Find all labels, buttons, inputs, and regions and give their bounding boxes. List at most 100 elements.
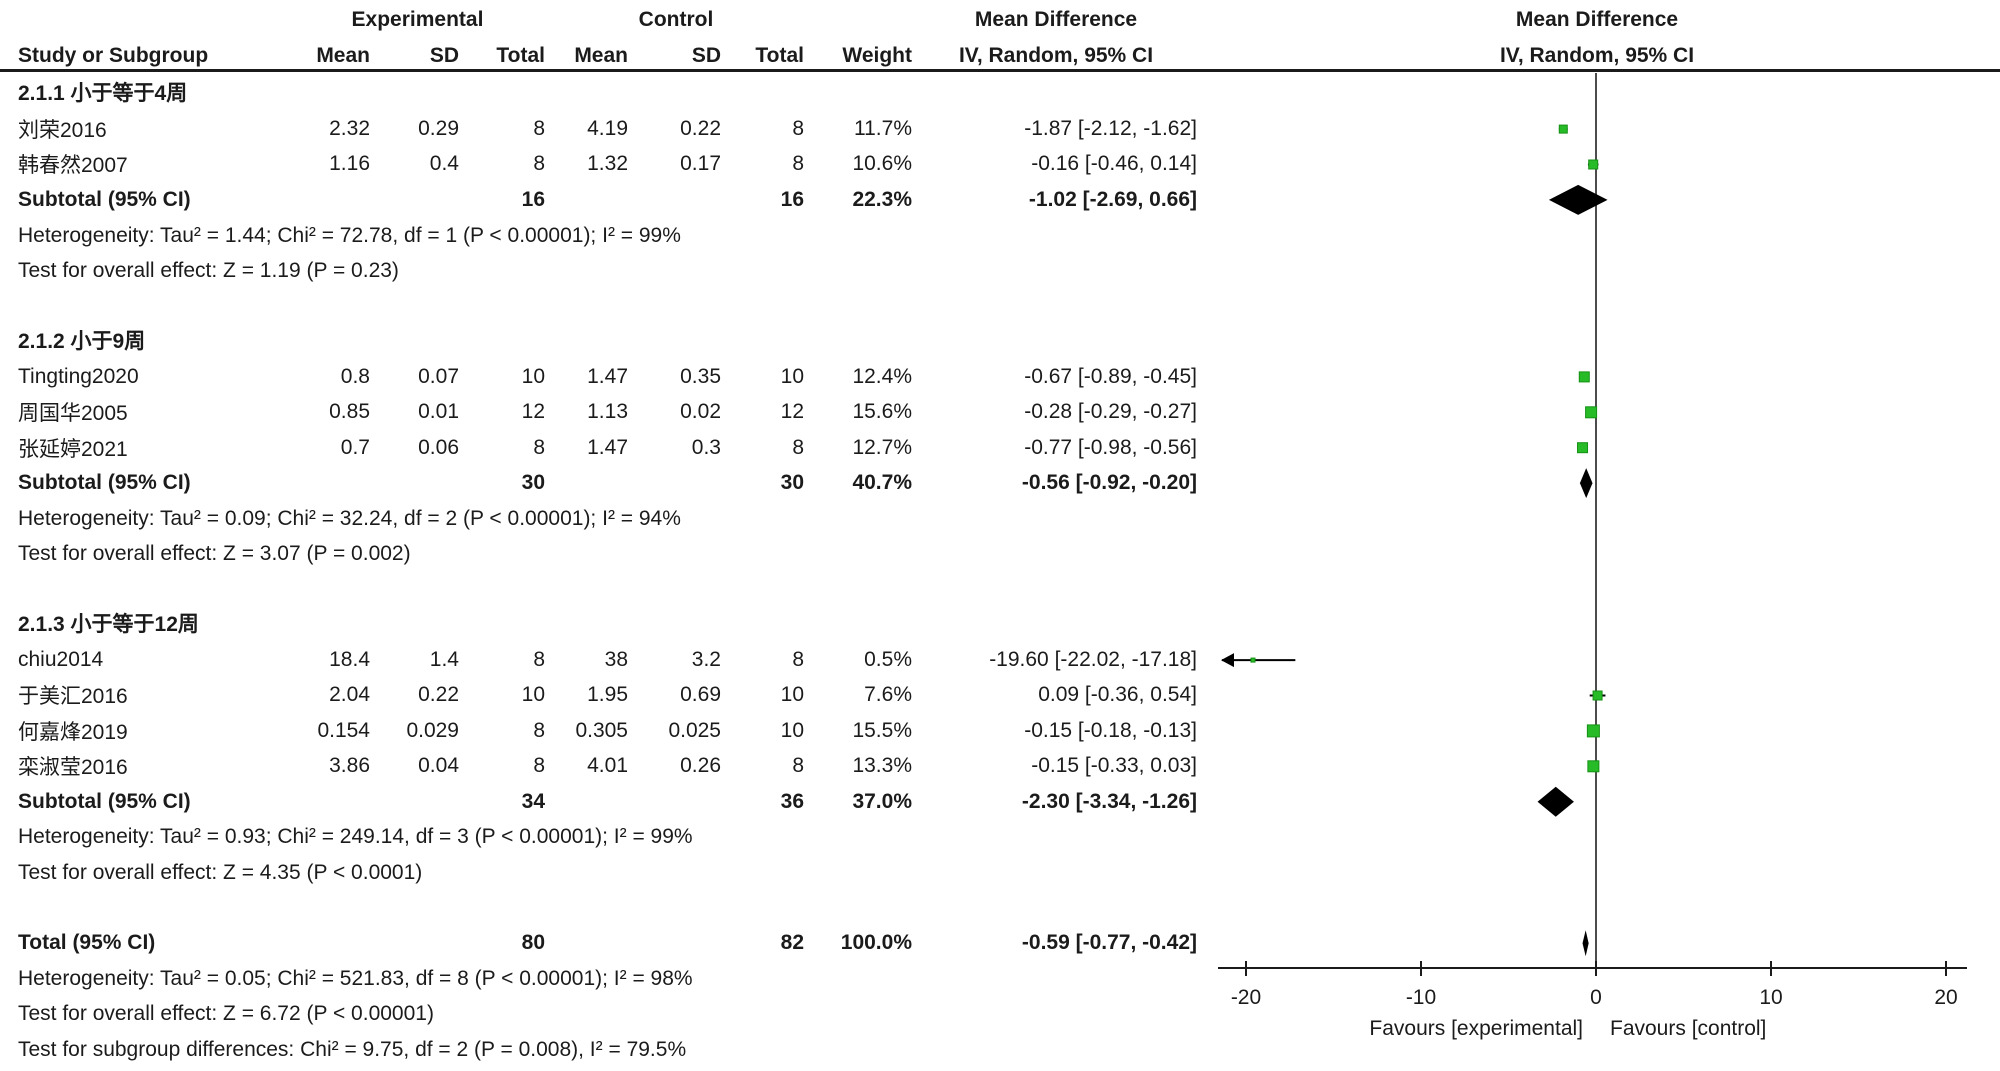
cell-total-ctl: 82 <box>780 931 804 955</box>
study-row: 栾淑莹2016 3.86 0.04 8 4.01 0.26 8 13.3% -0.15 [-0.… <box>0 748 1197 783</box>
cell-weight: 12.7% <box>852 435 912 459</box>
cell-total-exp: 30 <box>521 470 545 494</box>
cell-total-ctl: 8 <box>792 647 804 671</box>
header-total-exp: Total <box>496 44 545 67</box>
cell-total-ctl: 10 <box>780 683 804 707</box>
stats-note-row: Heterogeneity: Tau² = 0.09; Chi² = 32.24… <box>18 506 681 530</box>
cell-ci-text: -0.15 [-0.18, -0.13] <box>1024 718 1197 742</box>
cell-mean-exp: 0.85 <box>329 400 370 424</box>
study-row: 周国华2005 0.85 0.01 12 1.13 0.02 12 15.6% -0.28 [-… <box>0 395 1197 430</box>
study-point-square <box>1558 124 1568 134</box>
cell-mean-ctl: 1.13 <box>587 400 628 424</box>
cell-mean-exp: 2.04 <box>329 683 370 707</box>
cell-total-exp: 8 <box>533 718 545 742</box>
cell-study-label: 于美汇2016 <box>18 685 128 709</box>
cell-study-label: 刘荣2016 <box>18 119 107 143</box>
header-mean-exp: Mean <box>316 44 370 67</box>
cell-sd-ctl: 0.3 <box>691 435 721 459</box>
cell-total-exp: 10 <box>521 364 545 388</box>
cell-ci-text: -0.16 [-0.46, 0.14] <box>1031 152 1197 176</box>
cell-sd-exp: 0.029 <box>406 718 459 742</box>
cell-sd-exp: 0.07 <box>418 364 459 388</box>
header-sd-ctl: SD <box>691 44 721 67</box>
header-iv-random-ci-text: IV, Random, 95% CI <box>958 44 1154 67</box>
cell-total-ctl: 30 <box>780 470 804 494</box>
subgroup-header-row: 2.1.2 小于9周 <box>18 329 146 353</box>
cell-weight: 10.6% <box>852 152 912 176</box>
cell-mean-exp: 1.16 <box>329 152 370 176</box>
cell-ci-text: -1.02 [-2.69, 0.66] <box>1028 187 1197 211</box>
cell-weight: 13.3% <box>852 754 912 778</box>
cell-sd-ctl: 0.69 <box>680 683 721 707</box>
cell-study-label: Subtotal (95% CI) <box>18 187 191 211</box>
cell-total-exp: 8 <box>533 647 545 671</box>
cell-weight: 0.5% <box>864 647 912 671</box>
cell-sd-exp: 1.4 <box>429 647 459 671</box>
cell-sd-exp: 0.22 <box>418 683 459 707</box>
header-study-or-subgroup: Study or Subgroup <box>18 44 209 67</box>
study-row: Tingting2020 0.8 0.07 10 1.47 0.35 10 12.4% -0.6… <box>0 359 1197 394</box>
cell-sd-ctl: 0.17 <box>680 152 721 176</box>
cell-weight: 12.4% <box>852 364 912 388</box>
cell-ci-text: 0.09 [-0.36, 0.54] <box>1038 683 1197 707</box>
cell-study-label: 周国华2005 <box>18 402 128 426</box>
subtotal-row: Subtotal (95% CI) 34 36 37.0% -2.30 [-3.34, … <box>0 784 1197 819</box>
stats-note-row: Test for subgroup differences: Chi² = 9.… <box>18 1037 687 1061</box>
cell-sd-exp: 0.04 <box>418 754 459 778</box>
cell-mean-exp: 0.8 <box>340 364 370 388</box>
cell-mean-ctl: 4.19 <box>587 117 628 141</box>
header-mean-ctl: Mean <box>574 44 628 67</box>
cell-total-exp: 10 <box>521 683 545 707</box>
pooled-effect-diamond <box>1582 930 1589 957</box>
cell-ci-text: -0.56 [-0.92, -0.20] <box>1021 470 1197 494</box>
header-total-ctl: Total <box>755 44 804 67</box>
cell-sd-exp: 0.29 <box>418 117 459 141</box>
cell-mean-ctl: 38 <box>604 647 628 671</box>
cell-weight: 15.5% <box>852 718 912 742</box>
header-weight: Weight <box>842 44 912 67</box>
cell-ci-text: -0.28 [-0.29, -0.27] <box>1024 400 1197 424</box>
study-row: 刘荣2016 2.32 0.29 8 4.19 0.22 8 11.7% -1.87 [-2.1… <box>0 111 1197 146</box>
subgroup-header-row: 2.1.3 小于等于12周 <box>18 612 199 636</box>
cell-mean-ctl: 1.47 <box>587 435 628 459</box>
axis-tick-label: -20 <box>1231 986 1261 1009</box>
cell-total-exp: 8 <box>533 754 545 778</box>
cell-weight: 7.6% <box>864 683 912 707</box>
header-sd-exp: SD <box>429 44 459 67</box>
header-mean-difference-text: Mean Difference <box>974 8 1138 31</box>
cell-weight: 15.6% <box>852 400 912 424</box>
cell-sd-exp: 0.4 <box>429 152 459 176</box>
cell-weight: 22.3% <box>852 187 912 211</box>
axis-tick-label: -10 <box>1406 986 1436 1009</box>
study-point-square <box>1585 406 1598 419</box>
cell-sd-ctl: 0.025 <box>668 718 721 742</box>
study-point-square <box>1577 442 1589 454</box>
axis-tick-label: 20 <box>1934 986 1957 1009</box>
cell-mean-exp: 2.32 <box>329 117 370 141</box>
study-point-square <box>1586 724 1600 738</box>
cell-mean-exp: 0.154 <box>317 718 370 742</box>
cell-mean-exp: 3.86 <box>329 754 370 778</box>
stats-note-row: Test for overall effect: Z = 3.07 (P = 0… <box>18 542 411 566</box>
study-table-body: 2.1.1 小于等于4周 刘荣2016 2.32 0.29 8 4.19 0.22 8 11.7… <box>0 76 1197 1067</box>
cell-total-ctl: 12 <box>780 400 804 424</box>
header-mean-difference-plot: Mean Difference <box>1515 8 1679 31</box>
header-control-group: Control <box>638 8 714 31</box>
cell-ci-text: -0.77 [-0.98, -0.56] <box>1024 435 1197 459</box>
cell-total-exp: 16 <box>521 187 545 211</box>
cell-total-ctl: 8 <box>792 435 804 459</box>
cell-sd-ctl: 0.35 <box>680 364 721 388</box>
cell-study-label: 韩春然2007 <box>18 154 128 178</box>
cell-mean-ctl: 1.95 <box>587 683 628 707</box>
cell-total-exp: 8 <box>533 435 545 459</box>
subtotal-row: Subtotal (95% CI) 16 16 22.3% -1.02 [-2.69, … <box>0 182 1197 217</box>
cell-ci-text: -1.87 [-2.12, -1.62] <box>1024 117 1197 141</box>
cell-total-ctl: 8 <box>792 152 804 176</box>
cell-study-label: 栾淑莹2016 <box>18 756 128 780</box>
cell-sd-ctl: 0.02 <box>680 400 721 424</box>
cell-ci-text: -0.15 [-0.33, 0.03] <box>1031 754 1197 778</box>
stats-note-row: Heterogeneity: Tau² = 1.44; Chi² = 72.78… <box>18 223 681 247</box>
subtotal-row: Subtotal (95% CI) 30 30 40.7% -0.56 [-0.92, … <box>0 465 1197 500</box>
axis-tick-label: 0 <box>1590 986 1602 1009</box>
